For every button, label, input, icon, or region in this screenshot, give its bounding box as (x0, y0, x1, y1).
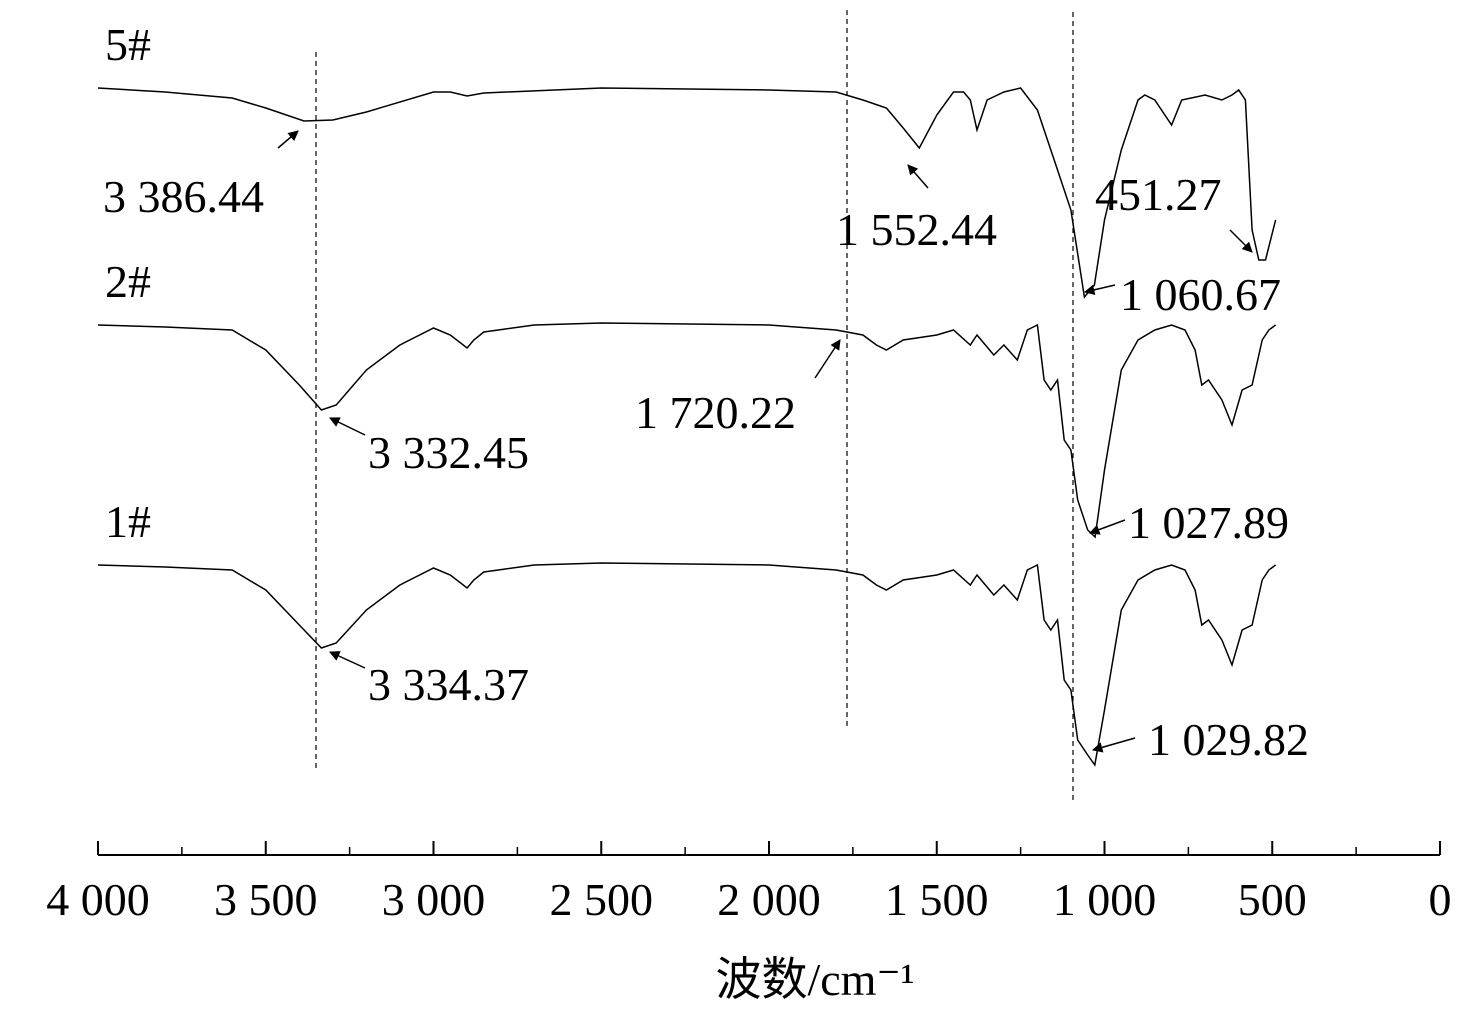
x-tick-label: 0 (1429, 874, 1452, 925)
x-axis-label: 波数/cm⁻¹ (715, 954, 914, 1005)
series-label: 1# (105, 496, 151, 547)
peak-label: 451.27 (1095, 169, 1222, 220)
peak-label: 1 027.89 (1128, 497, 1289, 548)
reference-lines (315, 10, 1074, 800)
peak-label: 1 720.22 (635, 387, 796, 438)
peak-arrow (1083, 284, 1116, 295)
spectrum-line (97, 562, 1277, 767)
peak-label: 3 386.44 (103, 171, 264, 222)
series-label: 2# (105, 256, 151, 307)
spectrum-line (97, 87, 1277, 299)
peak-arrow (1229, 229, 1253, 253)
peak-label: 1 552.44 (836, 204, 997, 255)
peak-arrow (814, 339, 841, 379)
peak-arrow (329, 651, 366, 669)
spectrum-line (97, 322, 1277, 539)
peak-arrow (1091, 737, 1136, 753)
x-tick-label: 1 500 (885, 874, 989, 925)
peak-arrow (907, 164, 929, 189)
x-tick-label: 2 000 (717, 874, 821, 925)
x-tick-label: 3 000 (382, 874, 486, 925)
peak-arrow (329, 417, 366, 436)
x-tick-label: 2 500 (550, 874, 654, 925)
peak-arrow (277, 130, 299, 149)
x-tick-label: 500 (1238, 874, 1307, 925)
peak-label: 3 334.37 (368, 659, 529, 710)
x-tick-label: 3 500 (214, 874, 318, 925)
peak-arrow (1089, 519, 1126, 535)
x-tick-label: 1 000 (1053, 874, 1157, 925)
series-label: 5# (105, 19, 151, 70)
peak-label: 1 029.82 (1148, 714, 1309, 765)
x-tick-label: 4 000 (46, 874, 150, 925)
peak-label: 1 060.67 (1120, 269, 1281, 320)
peak-label: 3 332.45 (368, 427, 529, 478)
